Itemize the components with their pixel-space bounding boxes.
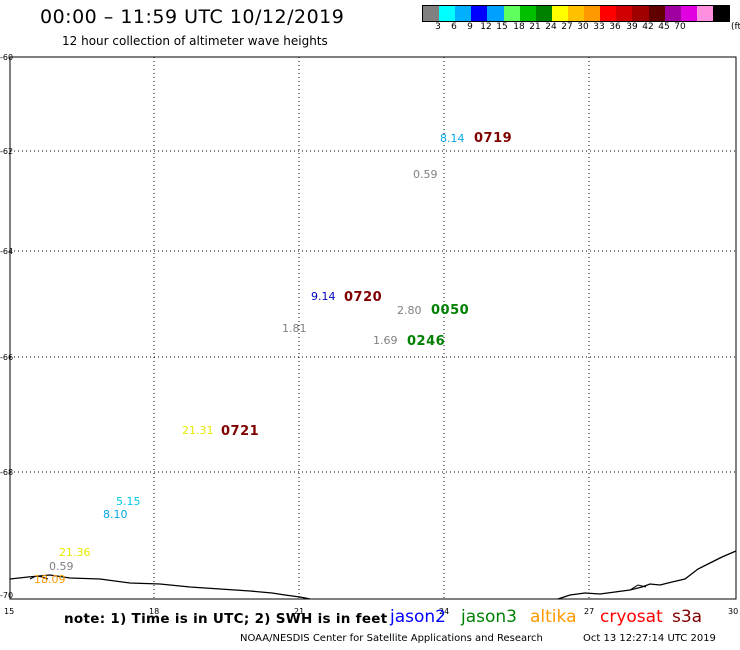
legend-swatch (616, 6, 633, 21)
legend-tick: 15 (496, 22, 508, 32)
legend-tick: 6 (451, 22, 457, 32)
lon-tick-label: 30 (728, 607, 738, 616)
legend-swatch (551, 6, 568, 21)
legend-swatch (423, 6, 440, 21)
legend-tick: 27 (561, 22, 573, 32)
legend-tick: 21 (529, 22, 541, 32)
satellite-jason2-label: jason2 (390, 607, 446, 627)
footer-note: note: 1) Time is in UTC; 2) SWH is in fe… (64, 611, 388, 627)
legend-swatch (535, 6, 552, 21)
legend-tick: 18 (513, 22, 525, 32)
pass-time-label: 0719 (474, 131, 512, 146)
map-frame (9, 56, 737, 600)
satellite-jason3-label: jason3 (461, 607, 517, 627)
satellite-altika-label: altika (530, 607, 577, 627)
swh-value-label: 2.80 (397, 304, 422, 317)
swh-value-label: 9.14 (311, 290, 336, 303)
wave-height-map: -60 -62 -64 -66 -68 -70 15 18 21 24 27 3… (0, 53, 738, 616)
legend-swatch (696, 6, 713, 21)
legend-tick: 39 (626, 22, 638, 32)
legend-unit: (ft) (731, 22, 740, 32)
swh-value-label: 8.10 (103, 508, 128, 521)
legend-swatch (503, 6, 520, 21)
lat-tick-label: -70 (0, 591, 13, 600)
lon-tick-label: 24 (439, 607, 449, 616)
swh-value-label: 0.59 (413, 168, 438, 181)
graticule (10, 57, 736, 599)
pass-time-label: 0246 (407, 334, 445, 349)
color-legend-bar (422, 5, 730, 22)
legend-swatch (648, 6, 665, 21)
swh-value-label: 18.09 (34, 573, 66, 586)
swh-value-label: 21.36 (59, 546, 91, 559)
lon-tick-label: 27 (584, 607, 594, 616)
legend-tick: 36 (609, 22, 621, 32)
legend-tick: 70 (674, 22, 686, 32)
legend-swatch (584, 6, 601, 21)
legend-tick: 42 (642, 22, 654, 32)
swh-value-label: 0.59 (49, 560, 74, 573)
legend-swatch (680, 6, 697, 21)
legend-swatch (664, 6, 681, 21)
coastline-west (9, 574, 311, 600)
lat-tick-label: -66 (0, 353, 13, 362)
coastline-east (557, 550, 737, 600)
pass-time-label: 0720 (344, 290, 382, 305)
legend-tick: 12 (480, 22, 492, 32)
legend-tick: 3 (435, 22, 441, 32)
swh-value-label: 5.15 (116, 495, 141, 508)
coastline-cape (629, 584, 647, 591)
legend-swatch (519, 6, 536, 21)
satellite-cryosat-label: cryosat (600, 607, 663, 627)
legend-tick: 9 (467, 22, 473, 32)
legend-swatch (487, 6, 504, 21)
swh-value-label: 1.81 (282, 322, 307, 335)
legend-tick: 33 (593, 22, 605, 32)
lat-tick-label: -64 (0, 247, 13, 256)
legend-swatch (471, 6, 488, 21)
pass-time-label: 0050 (431, 303, 469, 318)
lon-tick-label: 18 (149, 607, 159, 616)
lat-tick-label: -60 (0, 53, 13, 62)
pass-time-label: 0721 (221, 424, 259, 439)
legend-tick: 45 (658, 22, 670, 32)
lat-tick-label: -68 (0, 468, 13, 477)
legend-swatch (632, 6, 649, 21)
legend-swatch (600, 6, 617, 21)
legend-tick-labels: 3 6 9 12 15 18 21 24 27 30 33 36 39 42 4… (422, 22, 730, 34)
legend-swatch (567, 6, 585, 21)
swh-value-label: 1.69 (373, 334, 398, 347)
page-title: 00:00 – 11:59 UTC 10/12/2019 (40, 6, 345, 28)
legend-swatch (455, 6, 472, 21)
generated-timestamp: Oct 13 12:27:14 UTC 2019 (583, 633, 716, 644)
legend-tick: 24 (545, 22, 557, 32)
swh-value-label: 21.31 (182, 424, 214, 437)
credit-line: NOAA/NESDIS Center for Satellite Applica… (240, 633, 543, 644)
page-subtitle: 12 hour collection of altimeter wave hei… (62, 34, 328, 48)
legend-swatch (712, 6, 730, 21)
lat-tick-label: -62 (0, 147, 13, 156)
legend-swatch (439, 6, 456, 21)
swh-value-label: 8.14 (440, 132, 465, 145)
lon-tick-label: 21 (294, 607, 304, 616)
legend-tick: 30 (577, 22, 589, 32)
satellite-s3a-label: s3a (672, 607, 703, 627)
lon-tick-label: 15 (4, 607, 14, 616)
coastline-inlet (29, 575, 49, 580)
